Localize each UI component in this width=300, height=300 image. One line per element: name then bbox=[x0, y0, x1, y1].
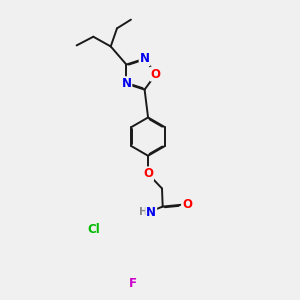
Text: N: N bbox=[146, 206, 156, 219]
Text: Cl: Cl bbox=[88, 223, 100, 236]
Text: N: N bbox=[140, 52, 150, 65]
Text: H: H bbox=[139, 207, 148, 217]
Text: O: O bbox=[182, 198, 192, 211]
Text: O: O bbox=[143, 167, 153, 180]
Text: N: N bbox=[122, 77, 131, 90]
Text: F: F bbox=[128, 277, 136, 290]
Text: O: O bbox=[151, 68, 161, 81]
